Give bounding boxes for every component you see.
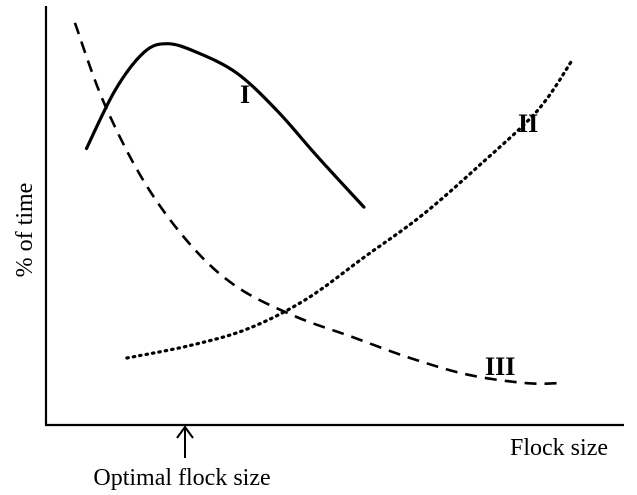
series-label-i: I [240, 80, 250, 109]
x-axis-label: Flock size [510, 435, 608, 461]
series-layer [73, 22, 574, 386]
optimal-arrow-head [176, 425, 194, 439]
optimal-marker: Optimal flock size [93, 425, 271, 491]
series-label-ii: II [518, 109, 538, 138]
y-axis-label: % of time [12, 183, 38, 278]
series-label-iii: III [485, 352, 515, 381]
series-curve-i [84, 42, 366, 209]
optimal-flock-size-label: Optimal flock size [93, 465, 270, 491]
series-curve-iii [73, 22, 561, 386]
series-curve-ii [125, 58, 574, 360]
